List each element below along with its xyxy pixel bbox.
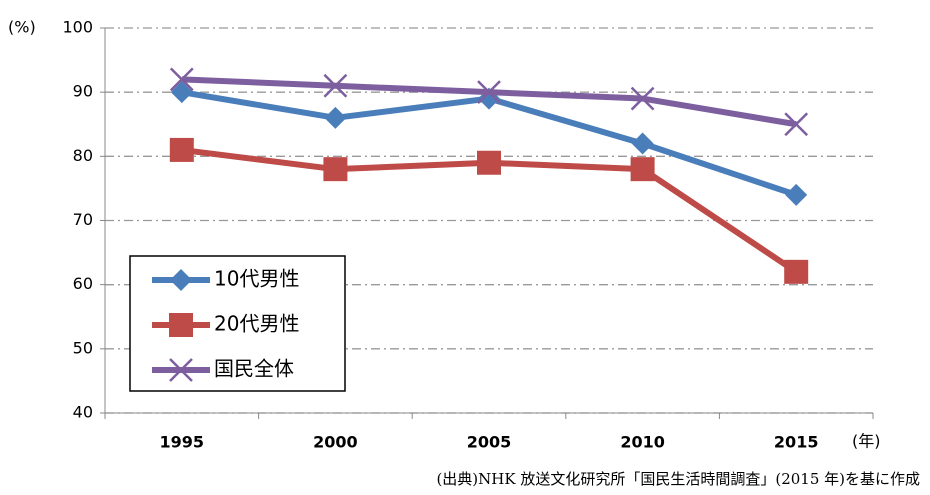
y-tick-label: 50 bbox=[73, 338, 93, 357]
marker bbox=[324, 106, 347, 129]
marker bbox=[477, 150, 501, 175]
marker bbox=[784, 112, 809, 137]
marker bbox=[169, 67, 194, 92]
x-unit: (年) bbox=[852, 432, 881, 451]
marker bbox=[784, 259, 809, 284]
y-tick-label: 60 bbox=[73, 274, 93, 293]
marker bbox=[169, 137, 194, 162]
y-tick-label: 90 bbox=[73, 82, 93, 101]
y-tick-label: 40 bbox=[73, 403, 93, 422]
marker bbox=[323, 157, 348, 182]
legend-label: 10代男性 bbox=[214, 267, 299, 291]
source: (出典)NHK 放送文化研究所「国民生活時間調査」(2015 年)を基に作成 bbox=[436, 470, 920, 488]
marker bbox=[631, 132, 654, 155]
y-tick-label: 80 bbox=[73, 146, 93, 165]
marker bbox=[170, 81, 193, 104]
legend-label: 20代男性 bbox=[214, 312, 299, 336]
x-tick-label: 1995 bbox=[160, 433, 205, 452]
x-tick-label: 2005 bbox=[467, 433, 512, 452]
y-unit: (%) bbox=[8, 18, 36, 37]
y-tick-label: 70 bbox=[73, 210, 93, 229]
y-tick-label: 100 bbox=[62, 18, 93, 37]
x-tick-label: 2015 bbox=[774, 433, 819, 452]
x-tick-label: 2010 bbox=[620, 433, 665, 452]
x-tick-label: 2000 bbox=[313, 433, 358, 452]
marker bbox=[630, 157, 655, 182]
marker bbox=[630, 86, 655, 111]
marker bbox=[169, 313, 193, 337]
marker bbox=[170, 269, 192, 291]
legend-label: 国民全体 bbox=[214, 357, 294, 381]
marker bbox=[323, 73, 348, 98]
marker bbox=[477, 80, 501, 105]
marker bbox=[785, 183, 808, 206]
marker bbox=[169, 358, 193, 382]
